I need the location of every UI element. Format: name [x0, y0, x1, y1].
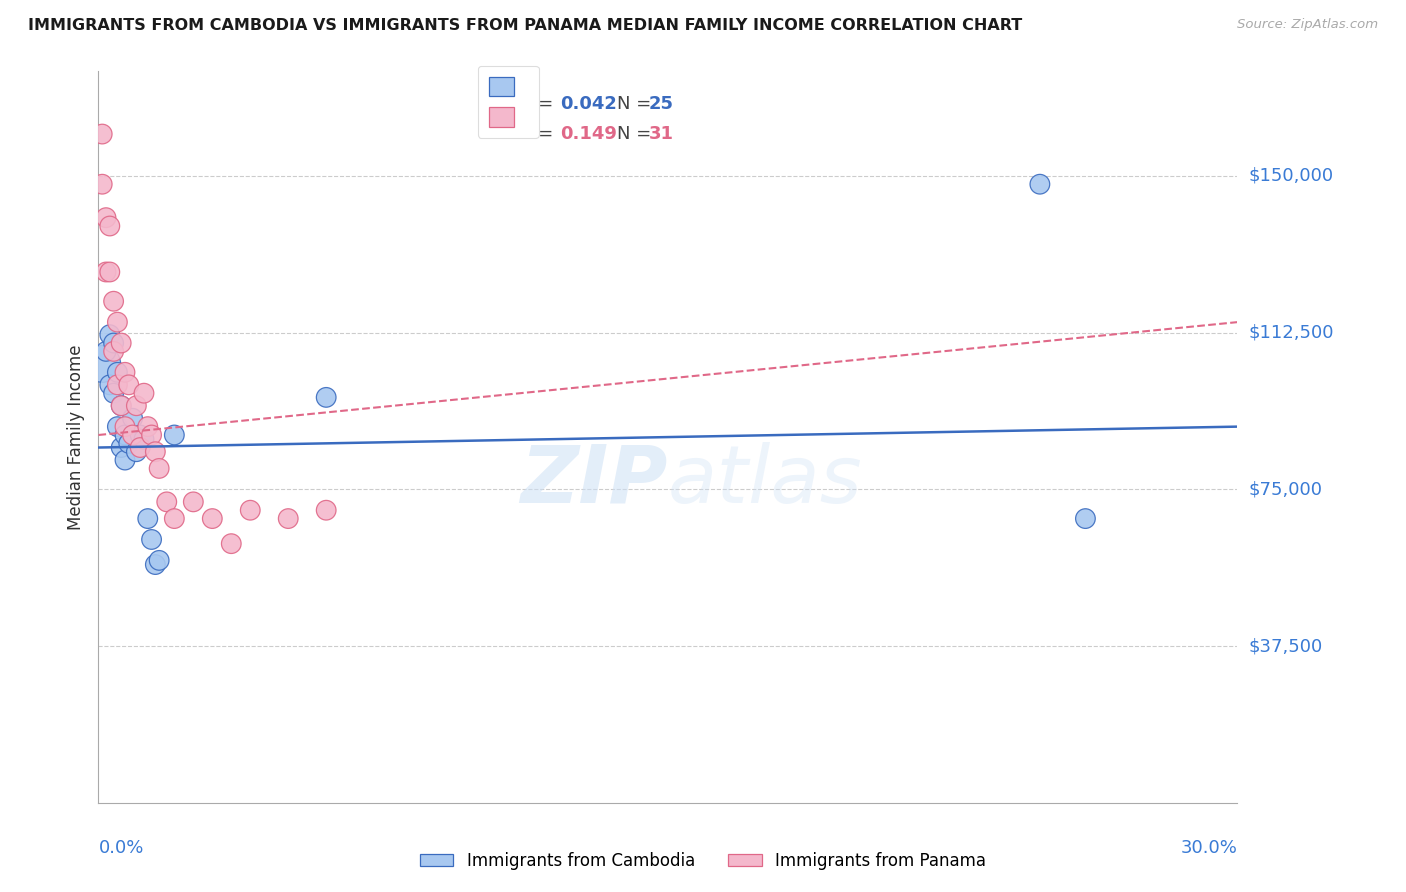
Point	[110, 336, 132, 351]
Point	[94, 344, 117, 359]
Point	[118, 377, 141, 392]
Point	[132, 432, 155, 446]
Text: 0.042: 0.042	[560, 95, 617, 113]
Point	[315, 390, 337, 404]
Point	[136, 511, 159, 525]
Point	[114, 365, 136, 379]
Text: N =: N =	[617, 95, 657, 113]
Point	[148, 553, 170, 567]
Text: IMMIGRANTS FROM CAMBODIA VS IMMIGRANTS FROM PANAMA MEDIAN FAMILY INCOME CORRELAT: IMMIGRANTS FROM CAMBODIA VS IMMIGRANTS F…	[28, 18, 1022, 33]
Point	[114, 419, 136, 434]
Point	[103, 294, 125, 309]
Text: $75,000: $75,000	[1249, 480, 1323, 499]
Point	[107, 419, 129, 434]
Text: 31: 31	[648, 125, 673, 143]
Point	[98, 327, 121, 342]
Point	[103, 344, 125, 359]
Point	[141, 428, 163, 442]
Text: 25: 25	[648, 95, 673, 113]
Text: R =: R =	[520, 95, 558, 113]
Point	[201, 511, 224, 525]
Text: Source: ZipAtlas.com: Source: ZipAtlas.com	[1237, 18, 1378, 31]
Point	[156, 495, 179, 509]
Point	[114, 428, 136, 442]
Text: $112,500: $112,500	[1249, 324, 1334, 342]
Text: 30.0%: 30.0%	[1181, 839, 1237, 857]
Point	[121, 428, 143, 442]
Point	[163, 428, 186, 442]
Point	[132, 386, 155, 401]
Point	[125, 399, 148, 413]
Point	[107, 365, 129, 379]
Point	[118, 436, 141, 450]
Point	[1029, 178, 1052, 192]
Point	[110, 441, 132, 455]
Point	[94, 211, 117, 225]
Point	[183, 495, 205, 509]
Point	[277, 511, 299, 525]
Point	[129, 428, 152, 442]
Point	[107, 315, 129, 329]
Point	[145, 444, 167, 458]
Point	[114, 453, 136, 467]
Text: atlas: atlas	[668, 442, 863, 520]
Point	[129, 441, 152, 455]
Point	[121, 411, 143, 425]
Point	[221, 536, 243, 550]
Text: N =: N =	[617, 125, 657, 143]
Point	[103, 336, 125, 351]
Text: $37,500: $37,500	[1249, 637, 1323, 655]
Point	[91, 178, 114, 192]
Text: 0.0%: 0.0%	[98, 839, 143, 857]
Point	[91, 127, 114, 141]
Point	[94, 265, 117, 279]
Y-axis label: Median Family Income: Median Family Income	[66, 344, 84, 530]
Legend: Immigrants from Cambodia, Immigrants from Panama: Immigrants from Cambodia, Immigrants fro…	[413, 846, 993, 877]
Point	[145, 558, 167, 572]
Text: ZIP: ZIP	[520, 442, 668, 520]
Point	[107, 377, 129, 392]
Point	[315, 503, 337, 517]
Point	[1074, 511, 1097, 525]
Point	[98, 377, 121, 392]
Text: $150,000: $150,000	[1249, 167, 1333, 185]
Point	[141, 533, 163, 547]
Point	[125, 444, 148, 458]
Point	[110, 399, 132, 413]
Point	[98, 265, 121, 279]
Point	[91, 357, 114, 371]
Point	[98, 219, 121, 233]
Point	[103, 386, 125, 401]
Point	[136, 419, 159, 434]
Point	[148, 461, 170, 475]
Point	[239, 503, 262, 517]
Point	[163, 511, 186, 525]
Text: R =: R =	[520, 125, 558, 143]
Legend: , : ,	[478, 66, 538, 138]
Point	[110, 399, 132, 413]
Text: 0.149: 0.149	[560, 125, 617, 143]
